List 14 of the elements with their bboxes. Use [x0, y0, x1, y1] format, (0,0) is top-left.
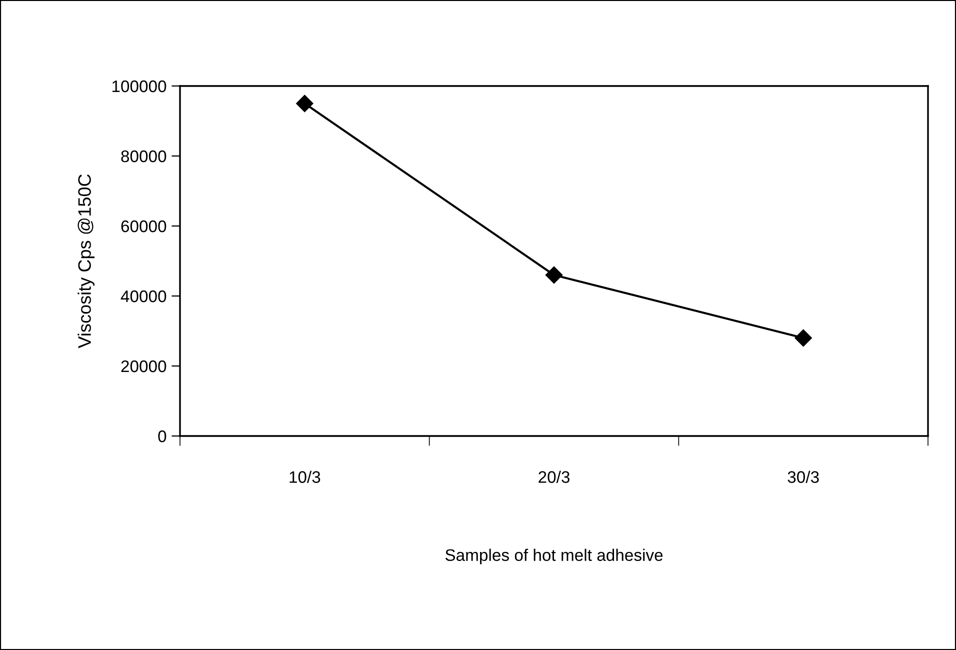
- y-axis-title: Viscosity Cps @150C: [78, 174, 95, 348]
- x-tick-label: 20/3: [538, 470, 570, 483]
- y-tick-label: 100000: [112, 80, 166, 92]
- x-axis-title: Samples of hot melt adhesive: [445, 548, 663, 564]
- x-tick-label: 10/3: [290, 470, 320, 483]
- y-tick-label: 20000: [121, 360, 166, 372]
- y-tick-label: 60000: [121, 220, 166, 232]
- point: [794, 329, 812, 347]
- y-tick-label: 80000: [121, 150, 166, 162]
- y-tick-label: 40000: [120, 290, 166, 302]
- x-tick-label: 30/3: [788, 470, 819, 483]
- point: [296, 94, 314, 112]
- point: [545, 266, 563, 284]
- y-tick-label: 0: [158, 430, 166, 442]
